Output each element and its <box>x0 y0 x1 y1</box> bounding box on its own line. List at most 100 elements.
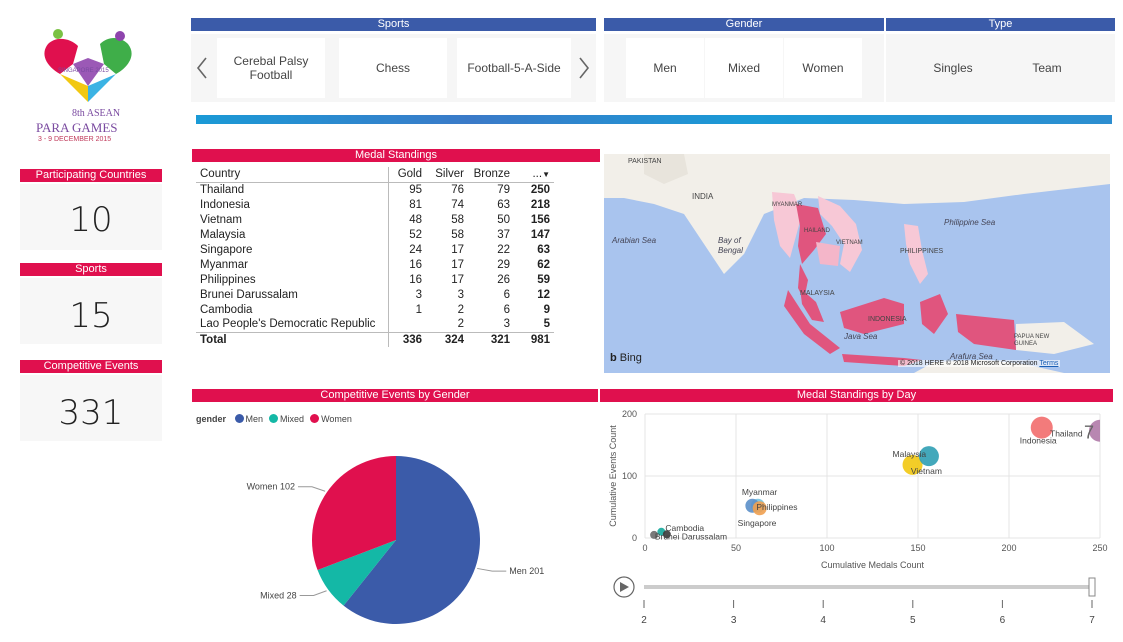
pie-slice-women[interactable] <box>312 456 396 571</box>
scatter-point-label: Myanmar <box>742 487 778 497</box>
map-label-java-sea: Java Sea <box>844 332 878 341</box>
scatter-point-label: Indonesia <box>1020 436 1057 446</box>
scatter-point-label: Vietnam <box>911 466 942 476</box>
pie-slice-men[interactable] <box>343 456 481 624</box>
legend-item-mixed[interactable]: Mixed <box>269 414 304 424</box>
card-title-participating-countries: Participating Countries <box>20 169 162 182</box>
cell-gold: 81 <box>387 197 426 212</box>
cell-bronze: 6 <box>503 303 510 316</box>
sort-descending-icon: ▼ <box>542 170 550 180</box>
type-slicer-title: Type <box>886 18 1115 31</box>
table-row[interactable]: Brunei Darussalam 3 3 6 12 <box>196 287 554 302</box>
play-axis-current-label: 7 <box>1084 423 1094 443</box>
legend-item-women[interactable]: Women <box>310 414 352 424</box>
scatter-point[interactable] <box>662 530 671 539</box>
table-row[interactable]: Philippines 16 17 26 59 <box>196 272 554 287</box>
map-canvas[interactable] <box>604 154 1110 373</box>
cell-silver: 2 <box>457 303 464 316</box>
column-header-gold[interactable]: Gold <box>387 167 426 183</box>
x-tick-label: 250 <box>1092 543 1107 553</box>
cell-bronze: 37 <box>497 228 510 241</box>
pie-data-label: Men 201 <box>509 566 544 576</box>
play-axis-handle[interactable] <box>1088 577 1096 597</box>
legend-item-men[interactable]: Men <box>234 414 264 424</box>
table-row[interactable]: Cambodia 1 2 6 9 <box>196 302 554 317</box>
scatter-point[interactable] <box>650 530 659 539</box>
total-silver: 324 <box>426 331 468 347</box>
slicer-item-football-5-a-side[interactable]: Football-5-A-Side <box>457 38 571 98</box>
play-axis-tick-label: 7 <box>1089 615 1095 626</box>
column-header-total[interactable]: ...▼ <box>514 167 554 183</box>
legend-label: Mixed <box>280 414 305 424</box>
column-header-silver[interactable]: Silver <box>426 167 468 183</box>
cell-total: 12 <box>537 288 550 301</box>
slicer-item-mixed[interactable]: Mixed <box>705 38 783 98</box>
chevron-left-icon[interactable] <box>195 56 209 80</box>
cell-gold: 95 <box>387 182 426 197</box>
sports-slicer: Cerebal Palsy Football Chess Football-5-… <box>191 34 596 102</box>
x-tick-label: 150 <box>910 543 925 553</box>
pie-slice-mixed[interactable] <box>317 540 396 606</box>
cell-gold: 52 <box>387 227 426 242</box>
pie-chart-title: Competitive Events by Gender <box>192 389 598 402</box>
table-row[interactable]: Lao People's Democratic Republic 2 3 5 <box>196 317 554 332</box>
cell-bronze: 29 <box>497 258 510 271</box>
x-tick-label: 0 <box>642 543 647 553</box>
logo-heart-icon <box>41 29 135 102</box>
scatter-point[interactable] <box>902 454 923 475</box>
pie-leader-line <box>299 590 327 596</box>
slicer-item-men[interactable]: Men <box>626 38 704 98</box>
table-row[interactable]: Vietnam 48 58 50 156 <box>196 212 554 227</box>
slicer-item-cerebal-palsy-football[interactable]: Cerebal Palsy Football <box>217 38 325 98</box>
scatter-point[interactable] <box>1030 416 1053 439</box>
table-row[interactable]: Indonesia 81 74 63 218 <box>196 197 554 212</box>
cell-silver: 3 <box>457 288 464 301</box>
cell-silver: 2 <box>457 318 464 331</box>
scatter-point[interactable] <box>752 501 767 516</box>
map-terms-link[interactable]: Terms <box>1039 360 1059 367</box>
play-axis-tick-label: 4 <box>820 615 826 626</box>
chevron-right-icon[interactable] <box>577 56 591 80</box>
legend-dot-icon <box>269 414 279 423</box>
map-visual[interactable]: PAKISTAN INDIA MYANMAR HAILAND VIETNAM P… <box>604 154 1110 373</box>
map-label-philippines: PHILIPPINES <box>900 248 944 255</box>
cell-country: Cambodia <box>200 303 253 316</box>
table-row[interactable]: Malaysia 52 58 37 147 <box>196 227 554 242</box>
table-row[interactable]: Myanmar 16 17 29 62 <box>196 257 554 272</box>
cell-silver: 76 <box>451 183 464 196</box>
cell-bronze: 22 <box>497 243 510 256</box>
scatter-point-label: Malaysia <box>893 449 927 459</box>
scatter-point[interactable] <box>1089 419 1111 442</box>
legend-label: Men <box>245 414 264 424</box>
map-label-myanmar: MYANMAR <box>772 202 803 208</box>
column-header-bronze[interactable]: Bronze <box>468 167 514 183</box>
pie-chart: Men 201 Mixed 28 Women 102 <box>247 456 544 624</box>
logo-text-line1: SINGAPORE 2015 <box>58 68 109 74</box>
map-label-pakistan: PAKISTAN <box>628 158 662 165</box>
scatter-point-label: Philippines <box>756 502 797 512</box>
scatter-point[interactable] <box>918 446 939 467</box>
card-value-participating-countries: 10 <box>20 184 162 250</box>
table-row[interactable]: Thailand 95 76 79 250 <box>196 182 554 197</box>
map-label-india: INDIA <box>692 192 714 201</box>
card-title-competitive-events: Competitive Events <box>20 360 162 373</box>
cell-country: Philippines <box>200 273 256 286</box>
scatter-points <box>650 416 1111 539</box>
slicer-item-team[interactable]: Team <box>1002 38 1092 98</box>
cell-silver: 58 <box>451 228 464 241</box>
column-header-country[interactable]: Country <box>196 167 388 183</box>
y-tick-label: 200 <box>622 409 637 419</box>
cell-total: 218 <box>530 198 550 211</box>
cell-total: 59 <box>537 273 550 286</box>
medal-standings-table-container: Country Gold Silver Bronze ...▼ Thailand… <box>196 167 596 357</box>
slicer-item-chess[interactable]: Chess <box>339 38 447 98</box>
cell-total: 63 <box>537 243 550 256</box>
map-label-papua-new-guinea: PAPUA NEW GUINEA <box>1014 334 1050 347</box>
slicer-item-women[interactable]: Women <box>784 38 862 98</box>
cell-country: Thailand <box>200 183 245 196</box>
x-tick-label: 50 <box>731 543 741 553</box>
table-row[interactable]: Singapore 24 17 22 63 <box>196 242 554 257</box>
card-title-sports: Sports <box>20 263 162 276</box>
play-button[interactable] <box>613 576 635 598</box>
slicer-item-singles[interactable]: Singles <box>908 38 998 98</box>
